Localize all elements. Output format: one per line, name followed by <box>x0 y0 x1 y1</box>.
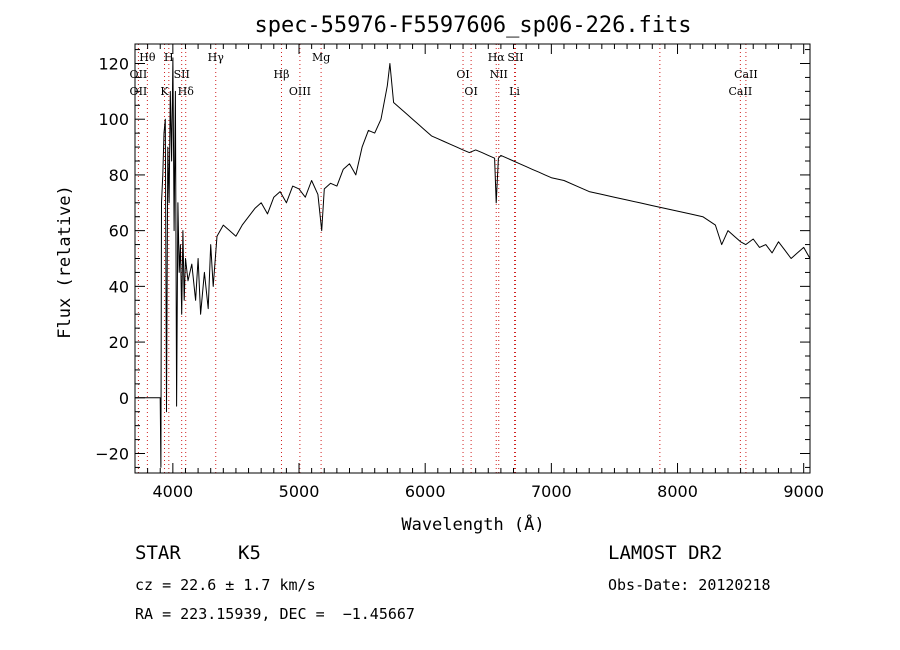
y-tick-label: 60 <box>109 222 129 241</box>
line-label: OI <box>464 85 477 98</box>
y-tick-label: 100 <box>98 110 129 129</box>
chart-title: spec-55976-F5597606_sp06-226.fits <box>254 13 691 38</box>
x-tick-label: 4000 <box>152 482 193 501</box>
axis-ticks: 4000 5000 6000 7000 8000 9000 −20 0 20 40 60 80 100 1… <box>95 44 824 501</box>
line-label: OIII <box>289 85 311 98</box>
x-tick-label: 6000 <box>405 482 446 501</box>
survey-label: LAMOST DR2 <box>608 542 723 564</box>
line-label: H <box>164 51 174 64</box>
y-tick-label: 80 <box>109 166 129 185</box>
line-label: SII <box>507 51 523 64</box>
plot-frame <box>134 43 811 474</box>
line-label: OII <box>130 68 148 81</box>
spectrum-series <box>135 57 811 468</box>
cz-text: cz = 22.6 ± 1.7 km/s <box>135 576 316 594</box>
line-label: Hδ <box>178 85 195 98</box>
spectrum-line <box>135 57 811 468</box>
line-label: Hθ <box>139 51 156 64</box>
line-label: Mg <box>312 51 330 64</box>
y-tick-label: −20 <box>95 445 129 464</box>
subclass-label: K5 <box>238 542 261 564</box>
x-tick-label: 9000 <box>783 482 824 501</box>
class-label: STAR <box>135 542 181 564</box>
x-tick-label: 5000 <box>279 482 320 501</box>
line-label: NII <box>490 68 508 81</box>
line-markers <box>137 44 747 473</box>
line-label: CaII <box>729 85 753 98</box>
x-tick-label: 8000 <box>657 482 698 501</box>
y-tick-label: 120 <box>98 55 129 74</box>
line-label: Hβ <box>274 68 290 81</box>
y-tick-label: 0 <box>119 389 129 408</box>
y-axis-label: Flux (relative) <box>55 185 75 339</box>
x-tick-label: 7000 <box>531 482 572 501</box>
line-label: Hγ <box>208 51 225 64</box>
obs-date: Obs-Date: 20120218 <box>608 576 771 594</box>
line-label: Hα <box>488 51 506 64</box>
line-label: Li <box>509 85 520 98</box>
line-label: SII <box>174 68 190 81</box>
x-axis-label: Wavelength (Å) <box>401 513 544 535</box>
line-label: CaII <box>734 68 758 81</box>
coords-text: RA = 223.15939, DEC = −1.45667 <box>135 605 415 623</box>
line-label: K <box>160 85 169 98</box>
y-tick-label: 20 <box>109 333 129 352</box>
line-label: OI <box>456 68 469 81</box>
y-tick-label: 40 <box>109 277 129 296</box>
